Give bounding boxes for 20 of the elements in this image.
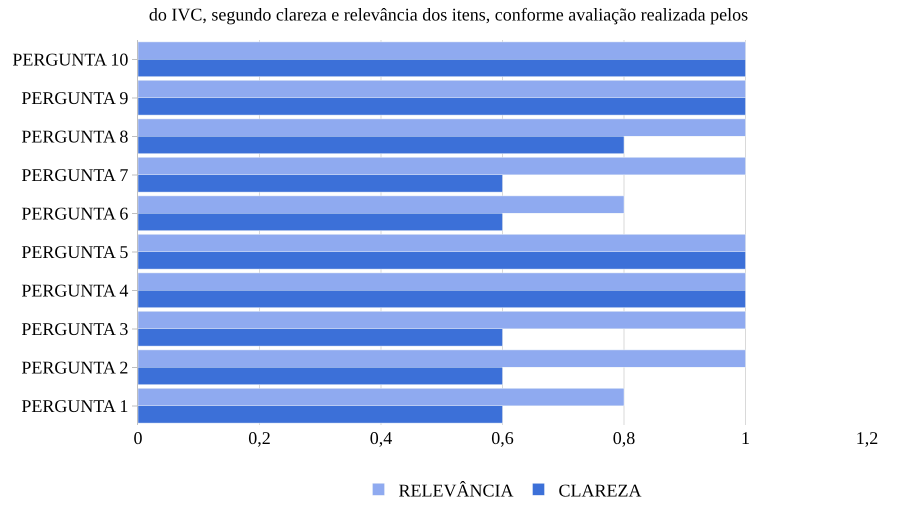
y-tick-label: PERGUNTA 4	[21, 280, 128, 301]
y-tick-label: PERGUNTA 8	[21, 126, 128, 147]
y-tick-label: PERGUNTA 2	[21, 358, 128, 378]
y-tick-label: PERGUNTA 1	[21, 396, 128, 416]
x-tick-label: 0,8	[612, 428, 636, 448]
x-tick-label: 0,2	[248, 428, 271, 448]
legend-label: CLAREZA	[558, 480, 642, 500]
y-tick-label: PERGUNTA 7	[21, 165, 128, 186]
x-tick-label: 0,4	[370, 428, 392, 448]
x-tick-label: 0,6	[491, 428, 514, 448]
y-tick-label: PERGUNTA 9	[21, 88, 128, 108]
x-tick-label: 1,2	[856, 428, 878, 448]
y-tick-label: PERGUNTA 3	[21, 319, 128, 340]
x-tick-label: 0	[134, 428, 142, 448]
y-tick-label: PERGUNTA 6	[21, 204, 128, 224]
chart-title: do IVC, segundo clareza e relevância dos itens, conforme avaliação realizada pelos	[148, 4, 748, 24]
x-tick-label: 1	[741, 428, 750, 448]
legend-label: RELEVÂNCIA	[398, 480, 514, 500]
y-tick-label: PERGUNTA 10	[12, 50, 128, 70]
y-tick-label: PERGUNTA 5	[21, 242, 128, 262]
